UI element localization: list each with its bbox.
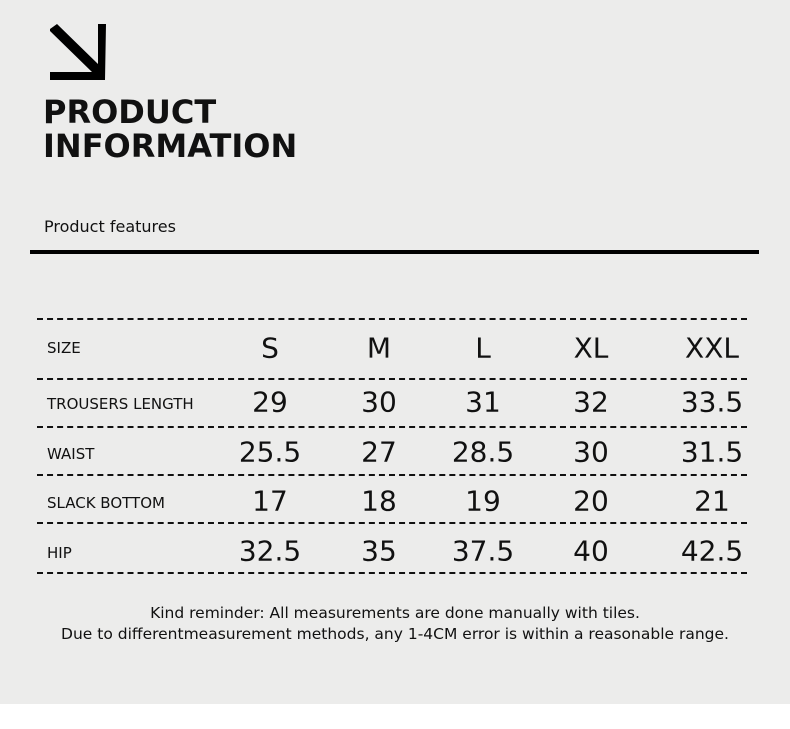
measurement-cell: 19 xyxy=(465,484,501,518)
product-info-panel: PRODUCT INFORMATION Product features SIZ… xyxy=(0,0,790,704)
dashed-row-divider xyxy=(37,474,747,476)
measurement-cell: 30 xyxy=(573,435,609,469)
measurement-cell: 28.5 xyxy=(451,435,515,469)
row-label: WAIST xyxy=(47,445,95,463)
dashed-row-divider xyxy=(37,426,747,428)
title-line-1: PRODUCT xyxy=(43,93,217,131)
size-column-header: XL xyxy=(573,331,609,365)
measurement-cell: 18 xyxy=(361,484,397,518)
dashed-row-divider xyxy=(37,572,747,574)
measurement-cell: 40 xyxy=(573,534,609,568)
reminder-line-1: Kind reminder: All measurements are done… xyxy=(150,604,640,622)
measurement-cell: 27 xyxy=(361,435,397,469)
measurement-cell: 30 xyxy=(361,385,397,419)
measurement-cell: 35 xyxy=(361,534,397,568)
row-label: HIP xyxy=(47,544,72,562)
size-column-header: XXL xyxy=(685,331,739,365)
measurement-cell: 25.5 xyxy=(238,435,302,469)
arrow-down-right-icon xyxy=(50,24,106,80)
reminder-line-2: Due to differentmeasurement methods, any… xyxy=(61,625,729,643)
measurement-cell: 21 xyxy=(694,484,730,518)
measurement-cell: 32 xyxy=(573,385,609,419)
measurement-cell: 29 xyxy=(252,385,288,419)
size-column-header: L xyxy=(475,331,491,365)
measurement-cell: 42.5 xyxy=(680,534,744,568)
dashed-row-divider xyxy=(37,378,747,380)
measurement-cell: 37.5 xyxy=(451,534,515,568)
measurement-cell: 17 xyxy=(252,484,288,518)
dashed-row-divider xyxy=(37,318,747,320)
size-column-header: S xyxy=(261,331,279,365)
row-label: TROUSERS LENGTH xyxy=(47,395,194,413)
size-column-header: M xyxy=(366,331,392,365)
product-features-label: Product features xyxy=(44,217,176,236)
title-line-2: INFORMATION xyxy=(43,127,298,165)
measurement-cell: 20 xyxy=(573,484,609,518)
divider xyxy=(30,250,759,254)
measurement-cell: 31 xyxy=(465,385,501,419)
measurement-cell: 31.5 xyxy=(680,435,744,469)
measurement-cell: 33.5 xyxy=(680,385,744,419)
size-header-label: SIZE xyxy=(47,339,81,357)
dashed-row-divider xyxy=(37,522,747,524)
row-label: SLACK BOTTOM xyxy=(47,494,165,512)
measurement-cell: 32.5 xyxy=(238,534,302,568)
page-title: PRODUCT INFORMATION xyxy=(43,95,297,163)
